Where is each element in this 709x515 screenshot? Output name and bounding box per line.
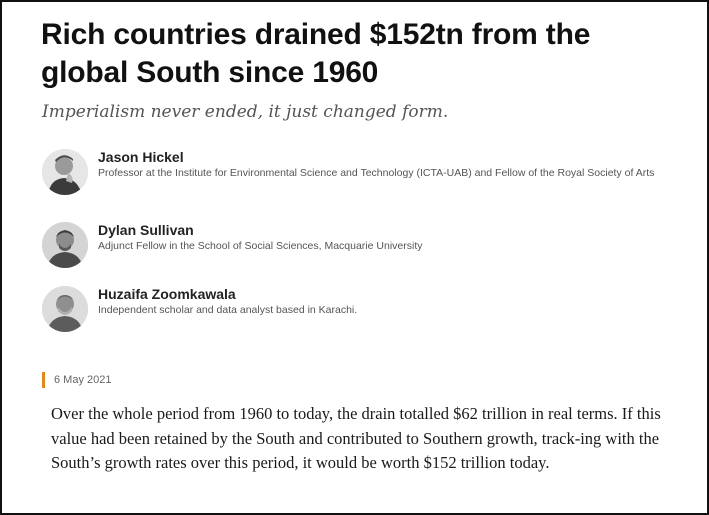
article-subtitle: Imperialism never ended, it just changed… [42, 102, 449, 122]
author-name[interactable]: Dylan Sullivan [98, 222, 194, 238]
author-name[interactable]: Huzaifa Zoomkawala [98, 286, 236, 302]
person-photo-icon [42, 149, 88, 195]
author-role: Independent scholar and data analyst bas… [98, 304, 358, 316]
avatar[interactable] [42, 149, 88, 195]
page-title: Rich countries drained $152tn from the g… [41, 18, 591, 89]
person-photo-icon [42, 222, 88, 268]
avatar[interactable] [42, 286, 88, 332]
article-body: Over the whole period from 1960 to today… [51, 404, 661, 472]
avatar[interactable] [42, 222, 88, 268]
person-photo-icon [42, 286, 88, 332]
author-role: Adjunct Fellow in the School of Social S… [98, 240, 423, 252]
author-role: Professor at the Institute for Environme… [98, 167, 655, 179]
author-name[interactable]: Jason Hickel [98, 149, 184, 165]
publish-date: 6 May 2021 [42, 372, 111, 388]
